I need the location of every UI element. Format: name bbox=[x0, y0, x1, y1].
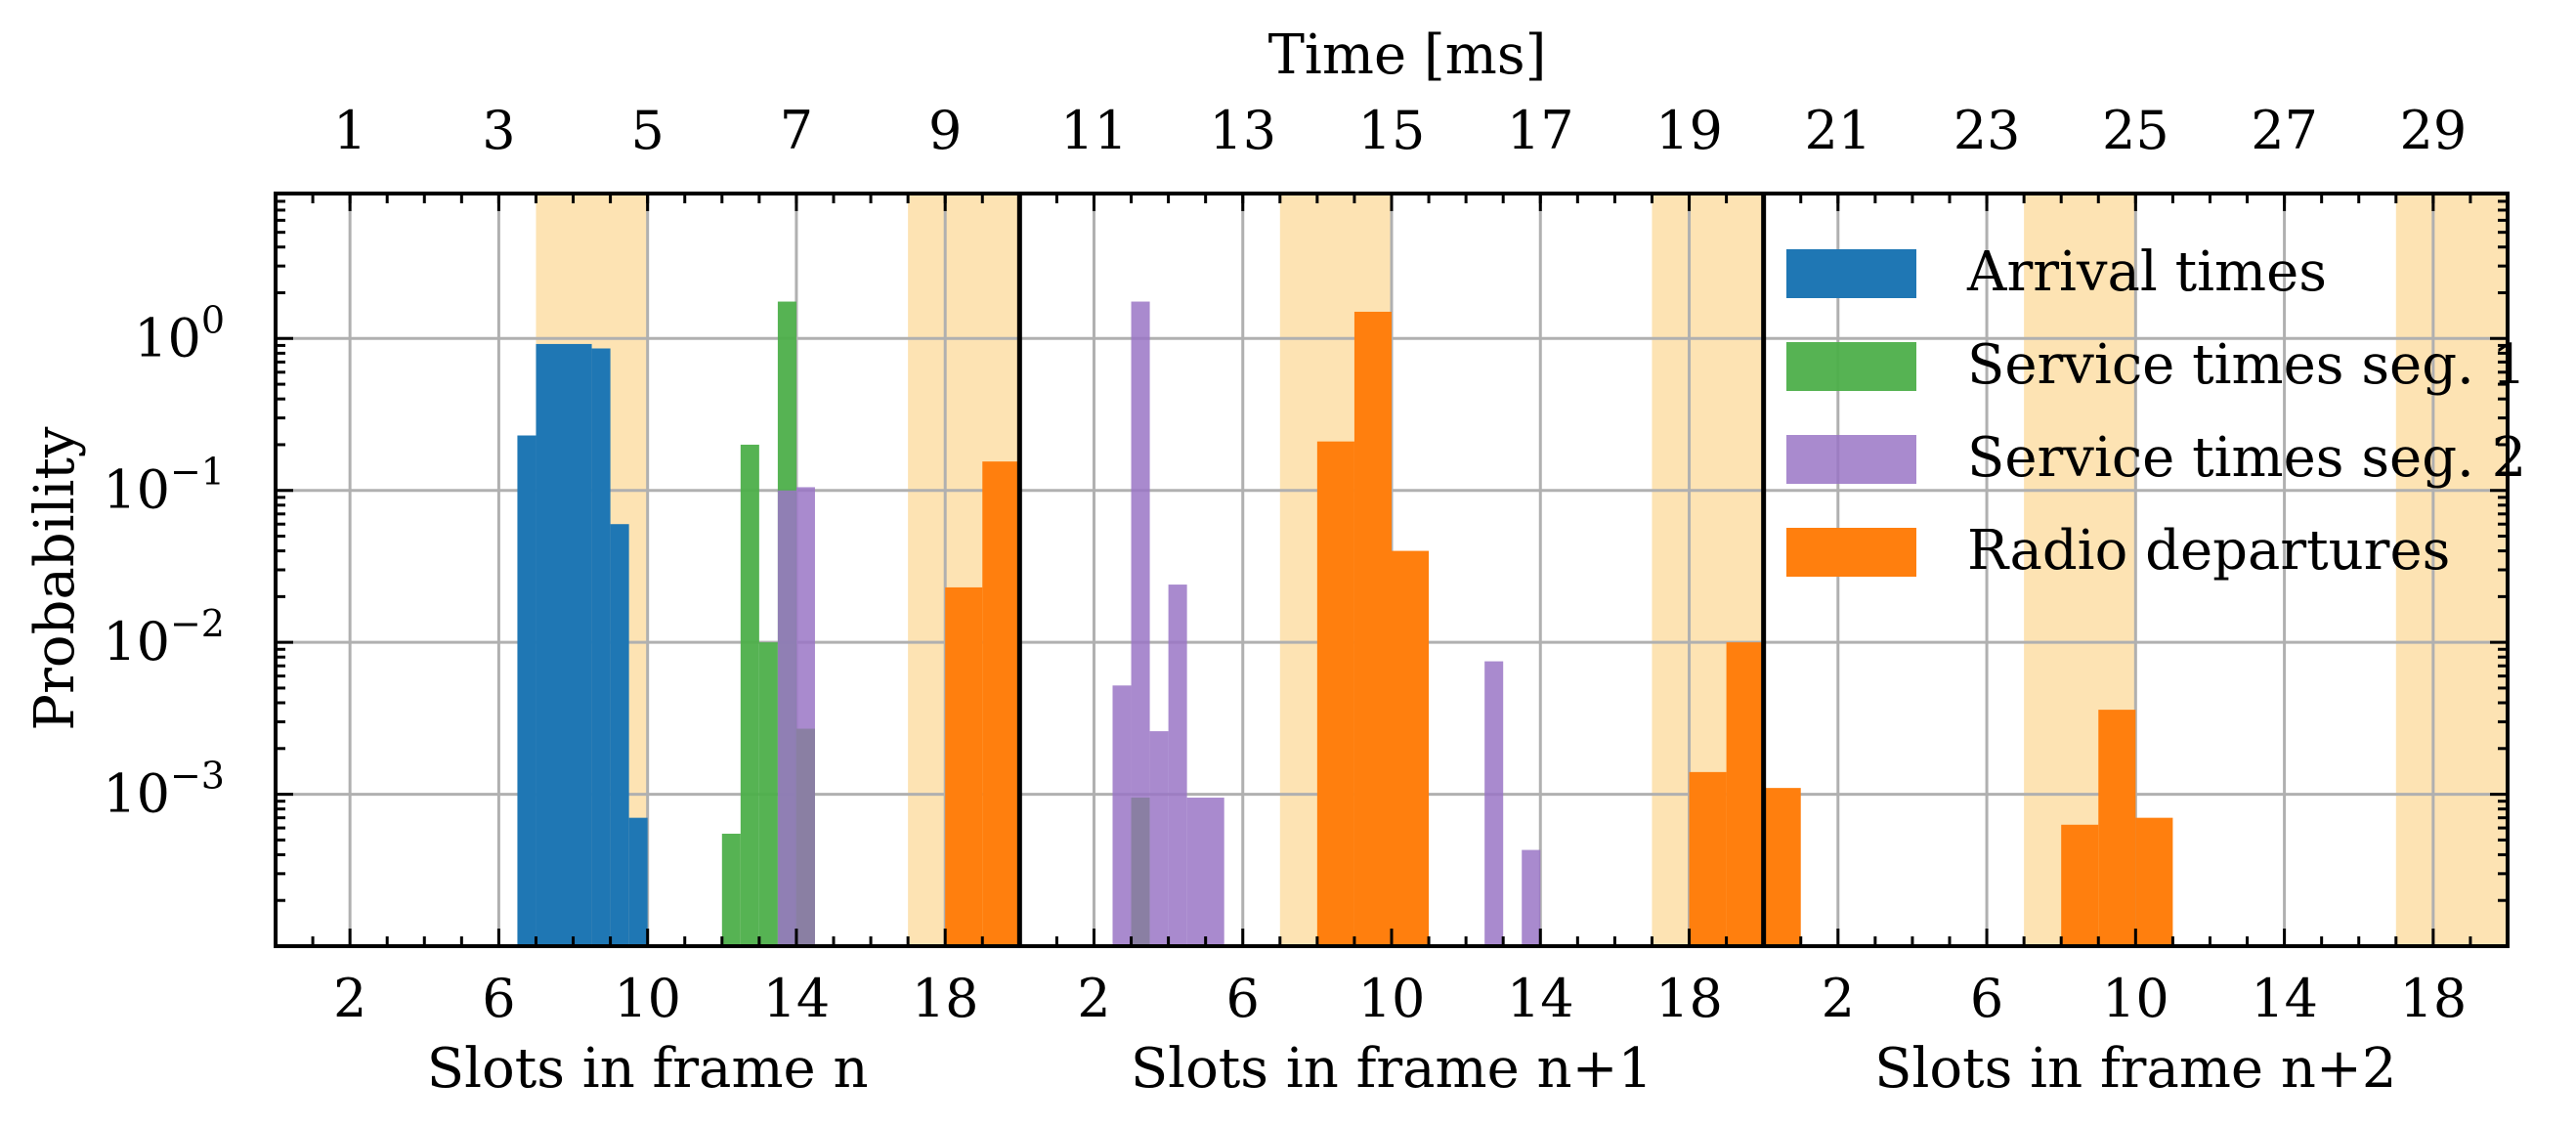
bar-arrival-times-4 bbox=[628, 817, 648, 946]
y-tick-label-0: 100 bbox=[134, 298, 225, 368]
bar-arrival-times-3 bbox=[610, 524, 629, 946]
top-tick-label-3: 3 bbox=[482, 100, 515, 161]
frame-label-2: Slots in frame n+2 bbox=[1874, 1037, 2396, 1101]
bar-service-times-seg-2-6 bbox=[1168, 585, 1187, 946]
legend-swatch-1 bbox=[1786, 342, 1916, 391]
x-tick-label-f2-6: 6 bbox=[1970, 968, 2003, 1029]
top-tick-label-7: 7 bbox=[780, 100, 813, 161]
x-tick-label-f1-10: 10 bbox=[1358, 968, 1426, 1029]
x-tick-label-f0-14: 14 bbox=[763, 968, 831, 1029]
top-tick-label-1: 1 bbox=[333, 100, 366, 161]
x-tick-label-f1-2: 2 bbox=[1077, 968, 1110, 1029]
bar-radio-departures-4 bbox=[1392, 550, 1430, 946]
bar-arrival-times-0 bbox=[517, 435, 537, 947]
bar-radio-departures-10 bbox=[2135, 817, 2173, 946]
legend-label-3: Radio departures bbox=[1967, 519, 2450, 583]
x-tick-label-f1-6: 6 bbox=[1226, 968, 1260, 1029]
x-tick-label-f0-10: 10 bbox=[614, 968, 681, 1029]
highlight-regions bbox=[536, 194, 2508, 946]
bar-radio-departures-0 bbox=[945, 586, 983, 946]
bar-service-times-seg-2-8 bbox=[1484, 661, 1504, 946]
bar-overlap-0 bbox=[795, 728, 815, 946]
x-tick-label-f1-18: 18 bbox=[1655, 968, 1723, 1029]
legend: Arrival times Service times seg. 1 Service… bbox=[1786, 240, 2526, 583]
top-tick-label-9: 9 bbox=[928, 100, 962, 161]
top-tick-label-25: 25 bbox=[2102, 100, 2169, 161]
bar-radio-departures-7 bbox=[1763, 788, 1801, 946]
x-tick-label-f2-10: 10 bbox=[2102, 968, 2169, 1029]
legend-label-1: Service times seg. 1 bbox=[1967, 333, 2526, 397]
top-tick-label-29: 29 bbox=[2400, 100, 2468, 161]
bar-radio-departures-5 bbox=[1689, 771, 1727, 946]
top-tick-label-17: 17 bbox=[1507, 100, 1574, 161]
bar-service-times-seg-2-9 bbox=[1522, 849, 1541, 946]
x-tick-label-f0-6: 6 bbox=[482, 968, 515, 1029]
bar-service-times-seg-1-1 bbox=[740, 444, 759, 946]
x-tick-label-f2-18: 18 bbox=[2400, 968, 2468, 1029]
top-tick-label-19: 19 bbox=[1655, 100, 1723, 161]
top-tick-label-21: 21 bbox=[1804, 100, 1871, 161]
x-tick-label-f0-2: 2 bbox=[333, 968, 366, 1029]
x-tick-label-f0-18: 18 bbox=[912, 968, 979, 1029]
bar-radio-departures-1 bbox=[982, 461, 1020, 946]
highlight-region-5 bbox=[2395, 194, 2508, 946]
bar-service-times-seg-2-7 bbox=[1186, 798, 1224, 946]
bar-service-times-seg-2-0 bbox=[777, 490, 796, 946]
legend-label-0: Arrival times bbox=[1966, 240, 2327, 304]
legend-swatch-3 bbox=[1786, 528, 1916, 577]
y-tick-label-−3: 10−3 bbox=[103, 755, 225, 825]
frame-label-0: Slots in frame n bbox=[427, 1037, 869, 1101]
bar-radio-departures-8 bbox=[2061, 824, 2099, 946]
bar-service-times-seg-1-2 bbox=[758, 642, 778, 946]
bar-service-times-seg-2-4 bbox=[1131, 301, 1150, 946]
legend-swatch-0 bbox=[1786, 249, 1916, 298]
frame-label-1: Slots in frame n+1 bbox=[1131, 1037, 1653, 1101]
top-axis-title: Time [ms] bbox=[1268, 23, 1547, 87]
bar-radio-departures-2 bbox=[1316, 441, 1354, 946]
top-tick-label-27: 27 bbox=[2251, 100, 2318, 161]
bar-radio-departures-9 bbox=[2098, 710, 2136, 946]
bar-overlap-1 bbox=[1131, 798, 1150, 946]
top-tick-label-13: 13 bbox=[1209, 100, 1276, 161]
top-tick-label-11: 11 bbox=[1060, 100, 1128, 161]
bar-radio-departures-6 bbox=[1726, 642, 1764, 946]
bars bbox=[517, 301, 2173, 947]
bar-arrival-times-1 bbox=[536, 343, 592, 946]
y-axis-title: Probability bbox=[23, 426, 87, 730]
top-tick-label-15: 15 bbox=[1358, 100, 1426, 161]
bar-radio-departures-3 bbox=[1353, 311, 1392, 946]
bar-service-times-seg-1-0 bbox=[721, 833, 741, 946]
x-tick-label-f2-2: 2 bbox=[1822, 968, 1855, 1029]
x-tick-label-f1-14: 14 bbox=[1507, 968, 1574, 1029]
x-tick-label-f2-14: 14 bbox=[2251, 968, 2318, 1029]
legend-swatch-2 bbox=[1786, 435, 1916, 484]
top-tick-label-23: 23 bbox=[1953, 100, 2021, 161]
y-tick-label-−1: 10−1 bbox=[103, 451, 225, 521]
y-tick-label-−2: 10−2 bbox=[103, 602, 225, 672]
bar-service-times-seg-2-5 bbox=[1149, 731, 1169, 946]
legend-label-2: Service times seg. 2 bbox=[1967, 426, 2526, 490]
bar-arrival-times-2 bbox=[591, 348, 611, 946]
bar-service-times-seg-2-3 bbox=[1112, 685, 1132, 946]
top-tick-label-5: 5 bbox=[630, 100, 664, 161]
